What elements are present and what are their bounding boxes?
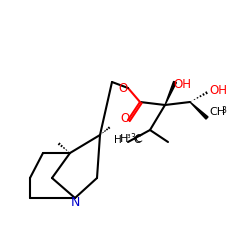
Text: CH: CH — [209, 107, 225, 117]
Text: OH: OH — [173, 78, 191, 92]
Text: H: H — [120, 134, 128, 144]
Text: 3: 3 — [130, 133, 135, 142]
Polygon shape — [165, 82, 176, 105]
Polygon shape — [190, 102, 208, 119]
Text: OH: OH — [209, 84, 227, 96]
Text: ₃: ₃ — [127, 131, 130, 140]
Text: O: O — [118, 82, 128, 94]
Text: 3: 3 — [221, 106, 226, 115]
Text: C: C — [134, 134, 142, 144]
Text: C: C — [133, 135, 140, 145]
Text: H: H — [114, 135, 122, 145]
Text: N: N — [70, 196, 80, 208]
Text: O: O — [120, 112, 130, 124]
